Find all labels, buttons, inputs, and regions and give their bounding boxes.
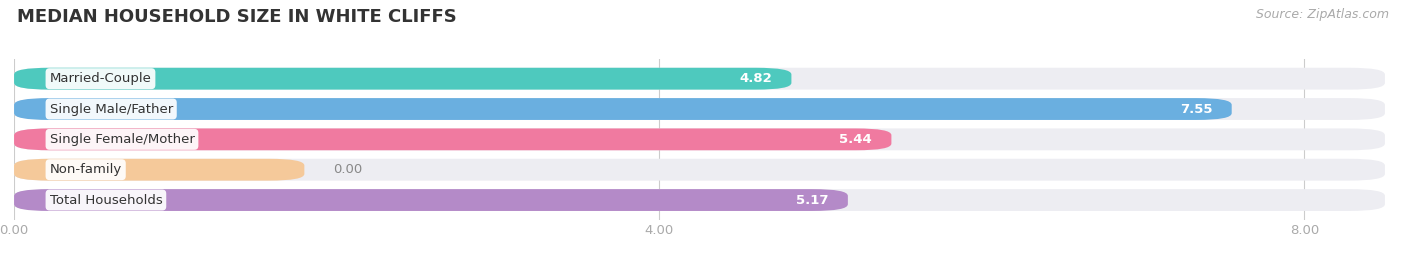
Text: MEDIAN HOUSEHOLD SIZE IN WHITE CLIFFS: MEDIAN HOUSEHOLD SIZE IN WHITE CLIFFS <box>17 8 457 26</box>
Text: Married-Couple: Married-Couple <box>49 72 152 85</box>
Text: Single Male/Father: Single Male/Father <box>49 103 173 116</box>
FancyBboxPatch shape <box>14 98 1232 120</box>
FancyBboxPatch shape <box>14 98 1385 120</box>
FancyBboxPatch shape <box>14 68 792 90</box>
Text: Non-family: Non-family <box>49 163 122 176</box>
Text: Total Households: Total Households <box>49 193 162 207</box>
FancyBboxPatch shape <box>14 189 1385 211</box>
Text: Source: ZipAtlas.com: Source: ZipAtlas.com <box>1256 8 1389 21</box>
FancyBboxPatch shape <box>14 189 848 211</box>
Text: Single Female/Mother: Single Female/Mother <box>49 133 194 146</box>
Text: 5.44: 5.44 <box>839 133 872 146</box>
Text: 5.17: 5.17 <box>796 193 828 207</box>
FancyBboxPatch shape <box>14 159 1385 181</box>
Text: 0.00: 0.00 <box>333 163 363 176</box>
Text: 4.82: 4.82 <box>740 72 772 85</box>
FancyBboxPatch shape <box>14 128 891 150</box>
FancyBboxPatch shape <box>14 159 304 181</box>
FancyBboxPatch shape <box>14 128 1385 150</box>
Text: 7.55: 7.55 <box>1180 103 1212 116</box>
FancyBboxPatch shape <box>14 68 1385 90</box>
